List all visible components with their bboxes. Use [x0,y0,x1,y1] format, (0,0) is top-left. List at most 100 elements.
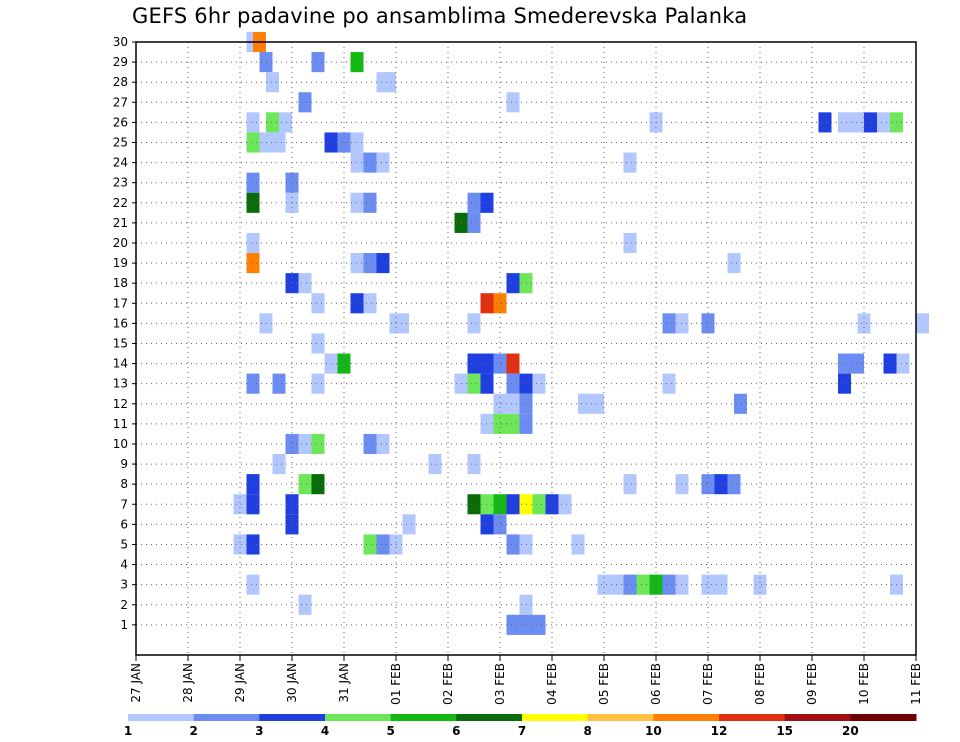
y-tick-label: 1 [120,618,128,632]
heatmap-cell [298,594,312,615]
heatmap-cell [311,293,325,314]
heatmap-cell [246,232,260,254]
heatmap-cell [233,494,247,515]
y-tick-label: 3 [120,578,128,592]
colorbar-swatch [719,714,786,721]
x-tick-label: 08 FEB [753,663,767,705]
colorbar-label: 6 [452,724,460,738]
heatmap-cell [896,353,910,374]
heatmap-cell [298,433,312,455]
heatmap-cell [363,192,377,213]
heatmap-cell [857,313,871,334]
x-tick-label: 04 FEB [545,663,559,705]
heatmap-cell [298,474,312,495]
heatmap-cell [246,534,260,555]
x-tick-label: 29 JAN [233,663,247,703]
y-tick-label: 12 [113,397,128,411]
x-tick-label: 27 JAN [129,663,143,703]
heatmap-cell [363,253,377,274]
heatmap-cell [506,413,520,434]
colorbar-swatch [587,714,654,721]
colorbar-label: 3 [255,724,263,738]
y-tick-label: 18 [113,276,128,290]
heatmap-cell [851,353,864,374]
y-tick-label: 15 [113,336,128,350]
colorbar-swatch [259,714,326,721]
heatmap-cell [701,574,715,595]
colorbar-swatch [522,714,589,721]
y-tick-label: 23 [113,176,128,190]
y-tick-label: 4 [120,558,128,572]
heatmap-cell [623,474,637,495]
heatmap-cell [246,132,260,153]
heatmap-cell [838,353,851,374]
colorbar-label: 2 [189,724,197,738]
x-tick-label: 01 FEB [389,663,403,705]
heatmap-cell [838,373,851,394]
heatmap-cell [266,112,279,133]
heatmap-cell [272,373,286,394]
grid-lines [136,41,916,655]
y-tick-label: 28 [113,75,128,89]
y-tick-label: 8 [120,477,128,491]
heatmap-cell [591,393,604,414]
heatmap-cell [376,152,390,173]
heatmap-cell [623,152,637,173]
heatmap-cell [506,92,520,113]
y-tick-label: 27 [113,95,128,109]
chart-title: GEFS 6hr padavine po ansamblima Smederev… [132,4,748,28]
colorbar-label: 7 [518,724,526,738]
x-tick-label: 28 JAN [181,663,195,703]
heatmap-cell [363,293,377,314]
heatmap-cell [597,574,611,595]
heatmap-cell [266,72,279,93]
heatmap-cell [467,353,481,374]
heatmap-cell [396,313,409,334]
y-tick-label: 25 [113,135,128,149]
colorbar: 1 2 3 4 5 6 7 8 10 12 15 20 [124,714,917,738]
heatmap-cell [376,433,390,455]
heatmap-cell [571,534,585,555]
heatmap-cell [246,172,260,193]
heatmap-cell [279,112,292,133]
heatmap-cell [506,614,520,635]
colorbar-swatch [784,714,851,721]
y-tick-label: 7 [120,497,128,511]
heatmap-cell [376,253,390,274]
x-tick-label: 31 JAN [337,663,351,703]
heatmap-cell [298,92,312,113]
heatmap-cell [272,454,286,475]
heatmap-cells [233,31,929,635]
heatmap-cell [532,494,546,515]
y-tick-label: 13 [113,377,128,391]
y-axis: 1234567891011121314151617181920212223242… [113,35,136,632]
heatmap-cell [363,433,377,455]
heatmap-cell [662,313,676,334]
colorbar-swatch [653,714,720,721]
heatmap-cell [467,454,481,475]
colorbar-swatch [850,714,917,721]
y-tick-label: 16 [113,316,128,330]
heatmap-cell [402,514,416,535]
colorbar-label: 5 [386,724,394,738]
heatmap-cell [467,373,481,394]
x-axis: 27 JAN 28 JAN 29 JAN 30 JAN 31 JAN 01 FEB 02 F… [129,655,923,705]
y-tick-label: 10 [113,437,128,451]
heatmap-cell [428,454,442,475]
x-tick-label: 05 FEB [597,663,611,705]
heatmap-cell [493,353,507,374]
heatmap-cell [246,574,260,595]
x-tick-label: 30 JAN [285,663,299,703]
heatmap-cell [753,574,767,595]
heatmap-cell [467,313,481,334]
heatmap-cell [493,514,507,535]
heatmap-cell [506,494,520,515]
heatmap-cell [246,253,260,274]
x-tick-label: 10 FEB [857,663,871,705]
heatmap-cell [311,373,325,394]
colorbar-swatch [325,714,392,721]
heatmap-cell [506,393,520,414]
colorbar-label: 20 [842,724,859,738]
heatmap-cell [467,192,481,213]
